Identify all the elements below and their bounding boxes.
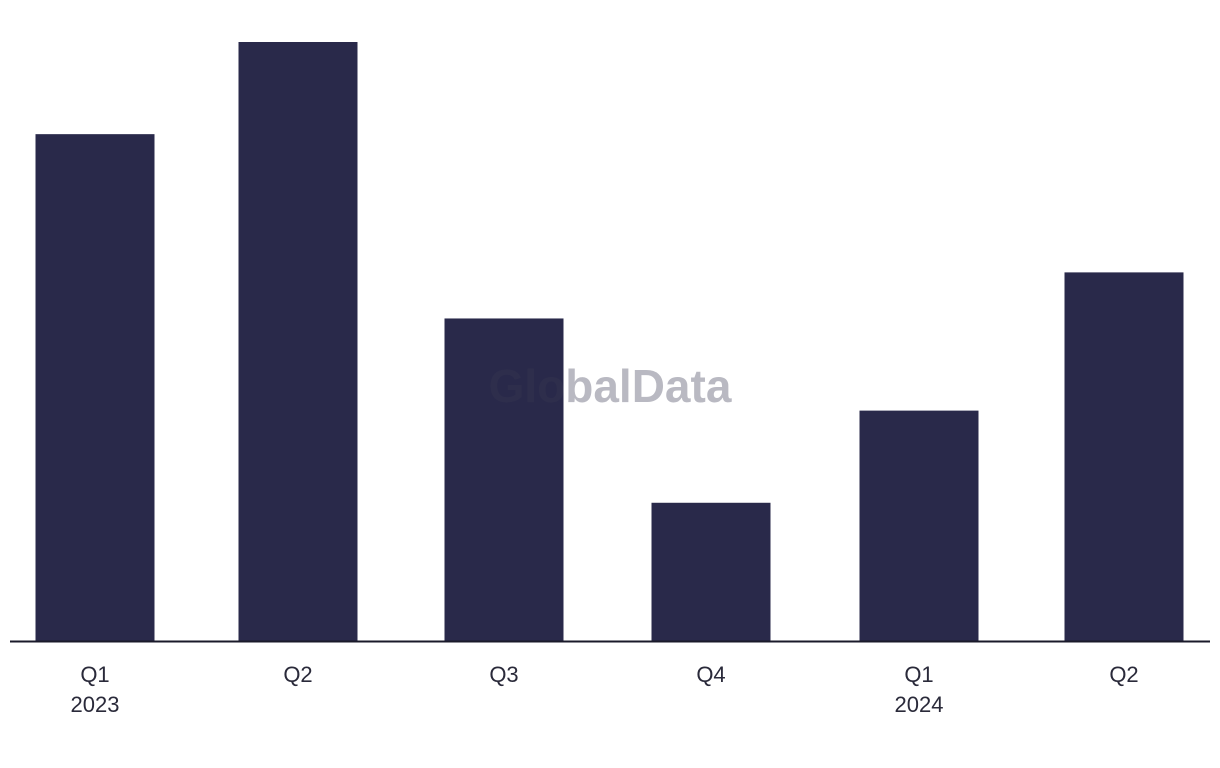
bar-1 [35,134,155,641]
bars-group [35,42,1184,641]
x-tick-label-3: Q3 [489,662,518,687]
bar-3 [444,318,564,641]
bar-4 [651,502,771,641]
x-tick-label-2: Q2 [283,662,312,687]
x-tick-label-1: Q1 [80,662,109,687]
bar-5 [859,410,979,641]
x-tick-label-4: Q4 [696,662,725,687]
x-tick-year-1: 2023 [71,692,120,717]
x-tick-label-5: Q1 [904,662,933,687]
x-tick-label-6: Q2 [1109,662,1138,687]
bar-2 [238,42,358,641]
x-tick-labels: Q1 2023 Q2 Q3 Q4 Q1 2024 Q2 [71,662,1139,717]
bar-6 [1064,272,1184,641]
watermark: GlobalData [489,360,732,412]
x-tick-year-5: 2024 [895,692,944,717]
